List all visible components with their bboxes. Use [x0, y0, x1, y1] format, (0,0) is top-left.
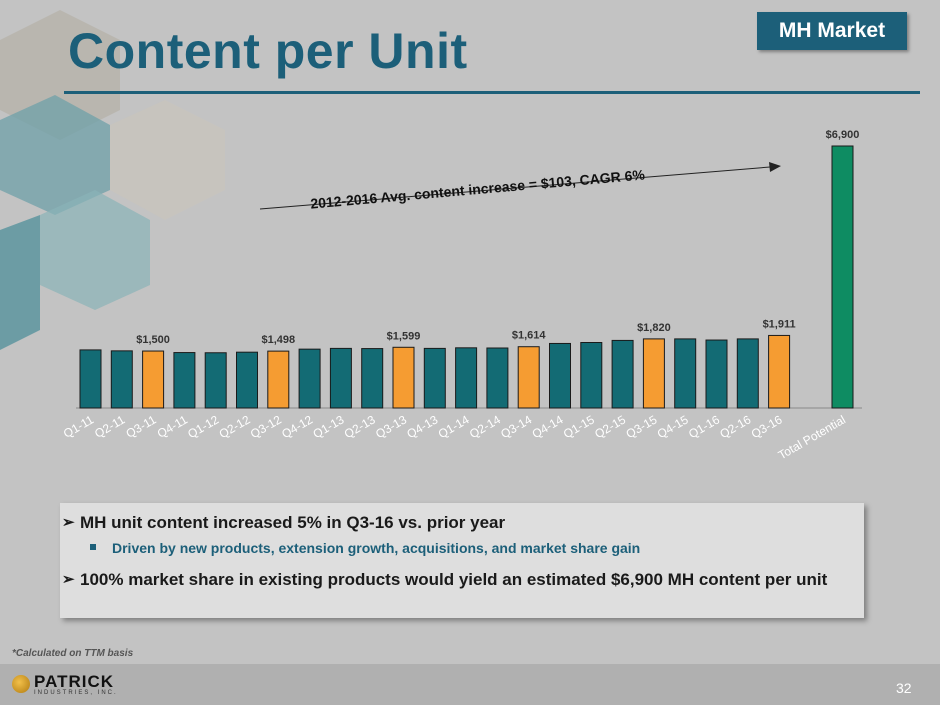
x-tick-label: Q3-14 [498, 412, 534, 441]
bar-q3-11 [142, 350, 165, 409]
bullet-1-text: MH unit content increased 5% in Q3-16 vs… [80, 513, 506, 532]
logo-text: PATRICK [34, 672, 115, 691]
x-tick-label: Q4-12 [279, 412, 315, 441]
patrick-logo-icon [12, 675, 30, 693]
data-label: $1,911 [763, 318, 796, 330]
x-tick-label: Q3-15 [624, 412, 660, 441]
bar-q1-13 [329, 347, 352, 409]
bar-q1-12 [204, 352, 227, 409]
bar-q1-15 [580, 342, 603, 409]
bullet-3-text: 100% market share in existing products w… [80, 570, 828, 589]
data-label: $1,498 [261, 334, 295, 346]
bar-q3-12 [267, 350, 290, 409]
x-tick-label: Q1-12 [185, 412, 221, 441]
bar-q1-16 [705, 339, 728, 409]
square-bullet-icon [90, 544, 96, 550]
bar-q2-15 [611, 339, 634, 409]
x-tick-label: Q3-11 [123, 412, 158, 441]
bullet-3: ➢ 100% market share in existing products… [62, 569, 860, 590]
data-label: $1,820 [637, 322, 671, 334]
x-tick-label: Q4-11 [155, 412, 190, 441]
x-tick-label: Q1-13 [311, 412, 347, 441]
bar-q3-14 [517, 346, 540, 409]
x-tick-label: Q4-13 [404, 412, 440, 441]
x-tick-label: Q1-16 [686, 412, 722, 441]
footnote: *Calculated on TTM basis [12, 648, 134, 659]
bullet-box: ➢ MH unit content increased 5% in Q3-16 … [60, 503, 864, 618]
x-tick-label: Q1-11 [61, 412, 96, 441]
x-tick-label: Q3-12 [248, 412, 284, 441]
x-tick-label: Q4-14 [530, 412, 566, 441]
data-label: $6,900 [826, 129, 860, 141]
trend-annotation: 2012-2016 Avg. content increase = $103, … [259, 162, 781, 212]
bar-total-potential [831, 145, 854, 409]
trend-arrow-line [259, 166, 771, 210]
trend-annotation-text: 2012-2016 Avg. content increase = $103, … [310, 166, 646, 211]
x-tick-label: Q2-14 [467, 412, 503, 441]
bar-q4-11 [173, 352, 196, 409]
page-title: Content per Unit [68, 23, 468, 79]
x-tick-label: Total Potential [776, 412, 848, 462]
page-number: 32 [896, 680, 912, 696]
bar-q2-16 [736, 338, 759, 409]
bar-q4-12 [298, 348, 321, 409]
bar-q1-14 [455, 347, 478, 409]
data-label: $1,599 [387, 330, 421, 342]
arrow-bullet-icon: ➢ [62, 514, 75, 531]
x-tick-label: Q3-13 [373, 412, 409, 441]
bar-q3-15 [642, 338, 665, 409]
data-label: $1,500 [136, 334, 170, 346]
x-tick-label: Q2-12 [217, 412, 253, 441]
x-tick-label: Q2-15 [592, 412, 628, 441]
data-label: $1,614 [512, 330, 547, 342]
bar-q2-11 [110, 350, 133, 409]
bar-q2-13 [361, 348, 384, 409]
bar-q3-16 [768, 334, 791, 409]
x-tick-label: Q3-16 [749, 412, 785, 441]
bullet-2: Driven by new products, extension growth… [90, 540, 641, 556]
x-tick-label: Q1-15 [561, 412, 597, 441]
arrow-bullet-icon: ➢ [62, 571, 75, 588]
x-tick-label: Q2-13 [342, 412, 378, 441]
bar-q4-13 [423, 347, 446, 409]
bar-q2-14 [486, 347, 509, 409]
section-tag: MH Market [757, 12, 907, 50]
title-rule [64, 91, 920, 94]
footer-bar [0, 664, 940, 705]
bar-q4-15 [674, 338, 697, 409]
x-tick-label: Q2-11 [92, 412, 127, 441]
x-tick-label: Q4-15 [655, 412, 691, 441]
bullet-2-text: Driven by new products, extension growth… [112, 540, 641, 556]
x-tick-label: Q2-16 [717, 412, 753, 441]
bar-q4-14 [549, 342, 571, 409]
logo-subtext: INDUSTRIES, INC. [34, 690, 118, 696]
bar-q2-12 [236, 351, 258, 409]
arrow-head-icon [769, 162, 781, 172]
bar-q3-13 [392, 346, 415, 409]
bar-q1-11 [79, 349, 102, 409]
x-tick-label: Q1-14 [436, 412, 472, 441]
bullet-1: ➢ MH unit content increased 5% in Q3-16 … [62, 513, 506, 533]
